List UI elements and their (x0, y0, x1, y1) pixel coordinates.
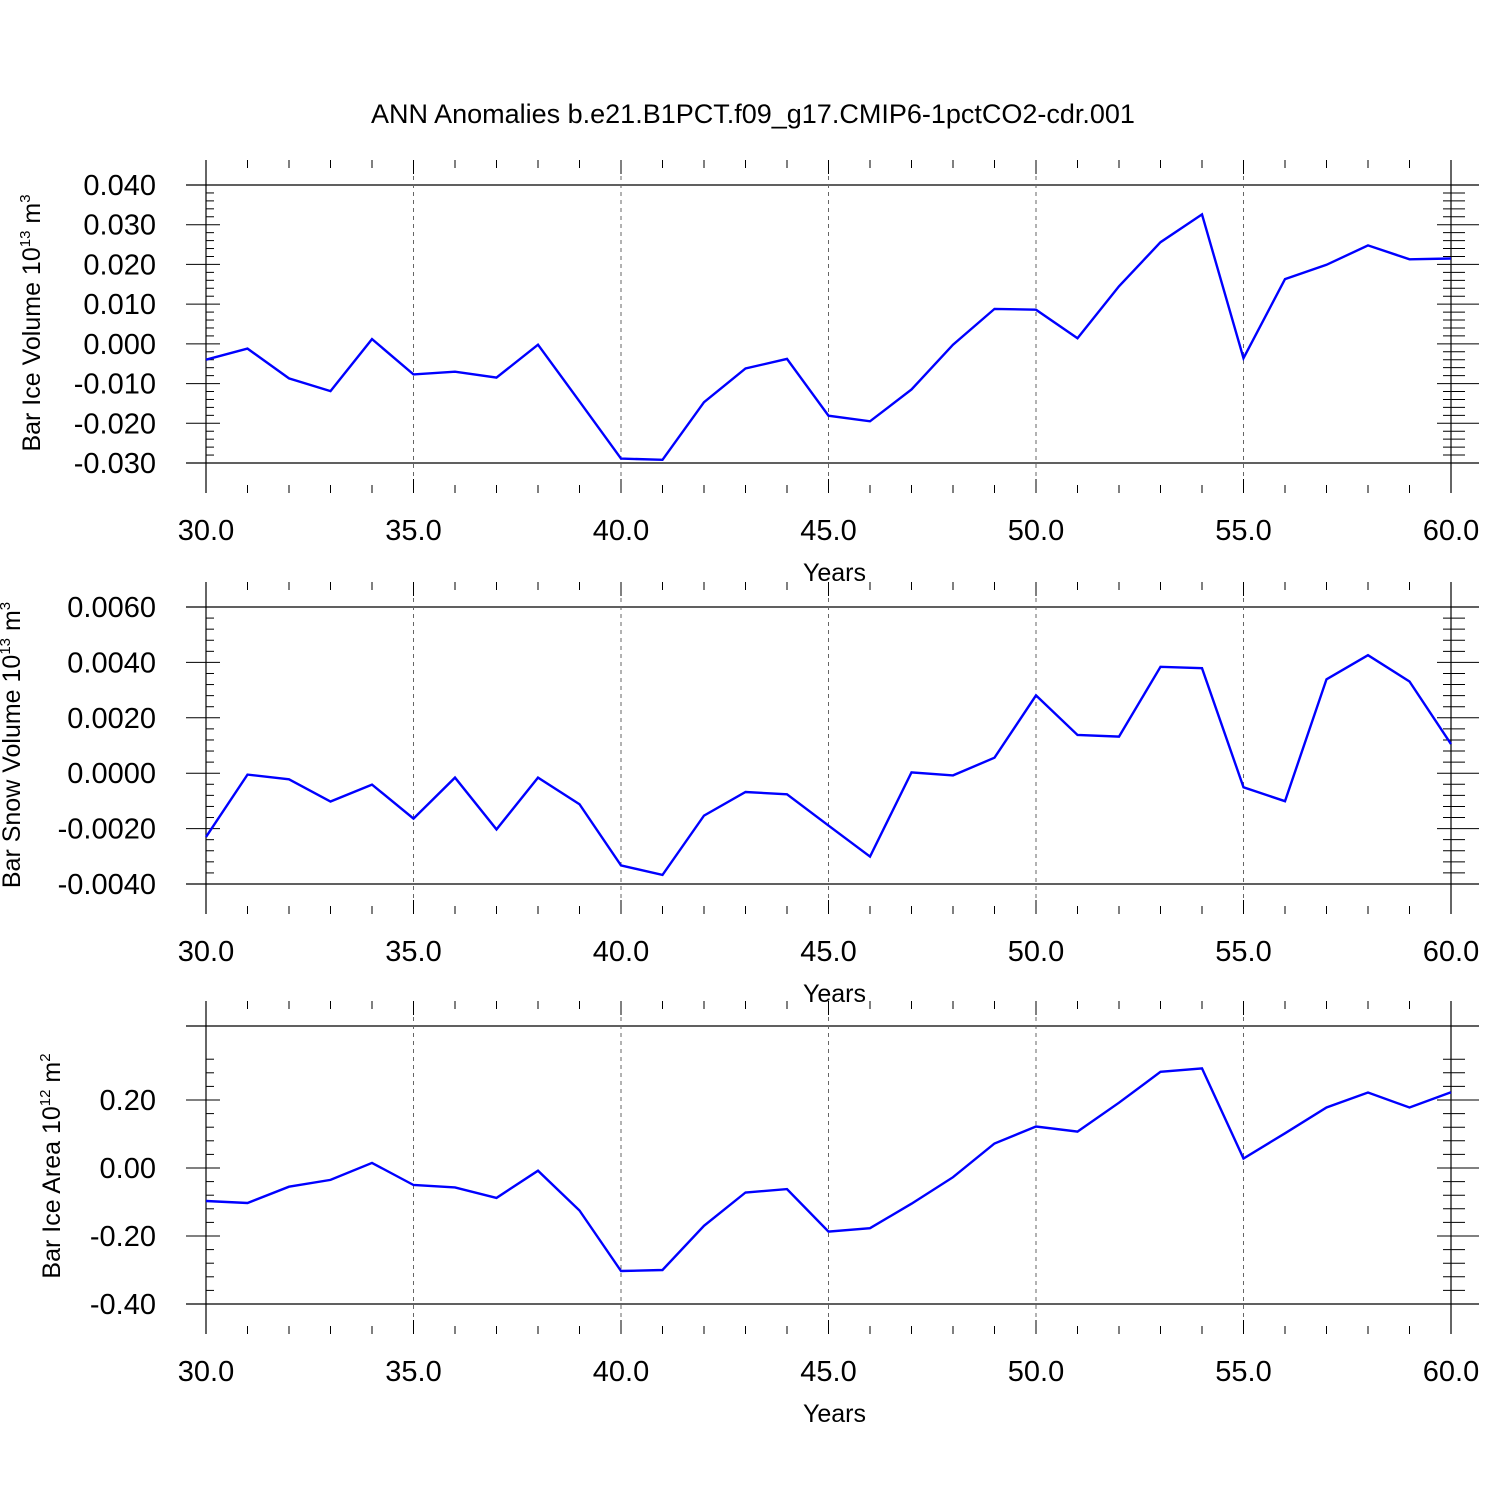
chart-title: ANN Anomalies b.e21.B1PCT.f09_g17.CMIP6-… (371, 99, 1135, 129)
x-axis-title: Years (803, 980, 866, 1008)
x-tick-label: 60.0 (1423, 936, 1479, 968)
y-tick-label: -0.40 (90, 1289, 156, 1321)
x-tick-label: 55.0 (1215, 515, 1271, 547)
x-tick-label: 45.0 (800, 936, 856, 968)
panel-1: 30.0 35.0 40.0 45.0 50.0 55.0 60.0 Years -0.030 -… (17, 160, 1479, 587)
y-tick-label: 0.0040 (67, 647, 156, 679)
x-tick-label: 35.0 (385, 515, 441, 547)
y-axis-title: Bar Ice Area 1012 m2 (37, 1053, 66, 1278)
x-tick-label: 30.0 (178, 515, 234, 547)
x-tick-label: 35.0 (385, 1356, 441, 1388)
y-tick-label: 0.010 (83, 289, 156, 321)
y-tick-label: -0.010 (74, 369, 156, 401)
x-tick-label: 60.0 (1423, 1356, 1479, 1388)
y-tick-label: -0.20 (90, 1221, 156, 1253)
y-tick-label: -0.0020 (58, 814, 156, 846)
x-tick-label: 50.0 (1008, 936, 1064, 968)
y-axis-title: Bar Snow Volume 1013 m3 (0, 602, 26, 888)
x-tick-label: 50.0 (1008, 1356, 1064, 1388)
y-tick-label: 0.0020 (67, 703, 156, 735)
series-line (205, 212, 1452, 462)
panel-2: 30.0 35.0 40.0 45.0 50.0 55.0 60.0 Years -0.0040… (0, 582, 1479, 1008)
x-axis-title: Years (803, 1400, 866, 1428)
y-tick-label: -0.030 (74, 448, 156, 480)
y-tick-label: 0.20 (100, 1085, 156, 1117)
x-tick-label: 50.0 (1008, 515, 1064, 547)
y-tick-label: 0.040 (83, 170, 156, 202)
y-tick-label: -0.0040 (58, 869, 156, 901)
x-tick-label: 40.0 (593, 515, 649, 547)
x-tick-label: 45.0 (800, 1356, 856, 1388)
x-tick-label: 45.0 (800, 515, 856, 547)
series-line (205, 653, 1453, 877)
y-tick-label: 0.000 (83, 329, 156, 361)
series-line (205, 1067, 1452, 1273)
x-tick-label: 40.0 (593, 1356, 649, 1388)
x-tick-label: 55.0 (1215, 1356, 1271, 1388)
x-axis-title: Years (803, 559, 866, 587)
y-tick-label: 0.030 (83, 210, 156, 242)
x-tick-label: 30.0 (178, 1356, 234, 1388)
x-tick-label: 35.0 (385, 936, 441, 968)
panel-3: 30.0 35.0 40.0 45.0 50.0 55.0 60.0 Years -0.40 -0… (37, 1001, 1479, 1428)
y-tick-label: 0.0060 (67, 592, 156, 624)
y-tick-label: 0.00 (100, 1153, 156, 1185)
y-axis-title: Bar Ice Volume 1013 m3 (17, 194, 46, 451)
x-tick-label: 30.0 (178, 936, 234, 968)
x-tick-label: 40.0 (593, 936, 649, 968)
x-tick-label: 60.0 (1423, 515, 1479, 547)
x-tick-label: 55.0 (1215, 936, 1271, 968)
y-tick-label: 0.020 (83, 249, 156, 281)
y-tick-label: 0.0000 (67, 758, 156, 790)
y-tick-label: -0.020 (74, 408, 156, 440)
